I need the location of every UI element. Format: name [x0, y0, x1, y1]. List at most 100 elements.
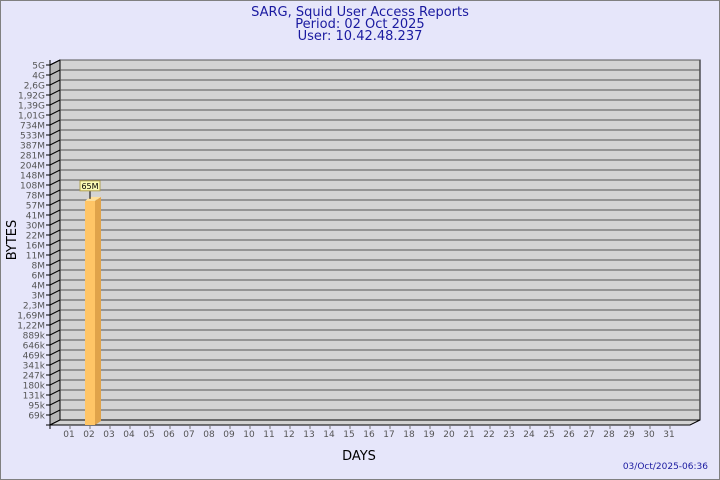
y-tick-diagonal	[49, 349, 61, 356]
x-axis-label: DAYS	[342, 449, 376, 464]
x-tick-label: 15	[343, 430, 354, 440]
y-tick-diagonal	[49, 229, 61, 236]
y-tick-label: 4G	[32, 72, 45, 82]
y-tick-diagonal	[49, 79, 61, 86]
y-tick-diagonal	[49, 369, 61, 376]
y-tick-label: 180k	[23, 382, 46, 392]
y-tick-label: 95k	[28, 402, 45, 412]
y-tick-diagonal	[49, 259, 61, 266]
y-tick-diagonal	[49, 249, 61, 256]
x-tick-label: 27	[583, 430, 594, 440]
bar-front	[85, 200, 95, 425]
y-tick-diagonal	[49, 289, 61, 296]
x-tick-label: 31	[663, 430, 674, 440]
y-tick-diagonal	[49, 119, 61, 126]
x-tick-label: 28	[603, 430, 615, 440]
y-tick-label: 204M	[20, 162, 45, 172]
y-tick-label: 108M	[20, 182, 45, 192]
y-tick-diagonal	[49, 99, 61, 106]
y-tick-label: 30M	[26, 222, 45, 232]
y-tick-label: 3M	[32, 292, 46, 302]
x-tick-label: 22	[483, 430, 494, 440]
x-tick-label: 30	[643, 430, 655, 440]
x-tick-label: 03	[103, 430, 114, 440]
y-tick-diagonal	[49, 199, 61, 206]
y-tick-diagonal	[49, 239, 61, 246]
y-tick-label: 6M	[32, 272, 46, 282]
y-tick-diagonal	[49, 379, 61, 386]
y-tick-label: 1,69M	[17, 312, 45, 322]
x-tick-label: 12	[283, 430, 294, 440]
y-tick-diagonal	[49, 189, 61, 196]
x-tick-label: 09	[223, 430, 235, 440]
y-tick-label: 78M	[26, 192, 45, 202]
y-tick-diagonal	[49, 409, 61, 416]
y-tick-diagonal	[49, 359, 61, 366]
x-tick-label: 21	[463, 430, 474, 440]
y-tick-label: 131k	[23, 392, 46, 402]
y-tick-diagonal	[49, 109, 61, 116]
y-tick-diagonal	[49, 309, 61, 316]
y-tick-label: 1,22M	[17, 322, 45, 332]
x-tick-label: 10	[243, 430, 255, 440]
y-tick-diagonal	[49, 89, 61, 96]
bar-side	[95, 196, 101, 425]
x-tick-label: 23	[503, 430, 514, 440]
y-tick-label: 8M	[32, 262, 46, 272]
y-tick-label: 69k	[28, 412, 45, 422]
x-tick-label: 07	[183, 430, 194, 440]
y-tick-label: 41M	[26, 212, 45, 222]
x-tick-label: 13	[303, 430, 314, 440]
y-tick-diagonal	[49, 139, 61, 146]
x-tick-label: 02	[83, 430, 94, 440]
y-tick-label: 1,01G	[18, 112, 45, 122]
y-tick-label: 57M	[26, 202, 45, 212]
y-tick-label: 469k	[23, 352, 46, 362]
y-tick-diagonal	[49, 179, 61, 186]
data-label-box	[79, 180, 101, 192]
y-tick-diagonal	[49, 319, 61, 326]
x-tick-label: 06	[163, 430, 175, 440]
plot-floor	[49, 419, 701, 426]
y-tick-diagonal	[49, 169, 61, 176]
y-tick-label: 2,6G	[24, 82, 45, 92]
y-tick-label: 11M	[26, 252, 45, 262]
y-tick-diagonal	[49, 389, 61, 396]
y-tick-label: 1,92G	[18, 92, 45, 102]
y-tick-diagonal	[49, 69, 61, 76]
y-tick-label: 646k	[23, 342, 46, 352]
x-tick-label: 04	[123, 430, 135, 440]
chart-user: User: 10.42.48.237	[298, 29, 423, 44]
x-tick-label: 01	[63, 430, 74, 440]
chart-period: Period: 02 Oct 2025	[295, 17, 424, 32]
y-tick-label: 16M	[26, 242, 45, 252]
y-tick-label: 22M	[26, 232, 45, 242]
x-tick-label: 18	[403, 430, 415, 440]
x-tick-label: 20	[443, 430, 455, 440]
x-tick-label: 29	[623, 430, 635, 440]
y-tick-label: 4M	[32, 282, 46, 292]
y-tick-diagonal	[49, 279, 61, 286]
x-tick-label: 25	[543, 430, 554, 440]
y-tick-label: 5G	[32, 62, 45, 72]
x-tick-label: 14	[323, 430, 335, 440]
y-tick-diagonal	[49, 399, 61, 406]
y-tick-label: 1,39G	[18, 102, 45, 112]
y-tick-diagonal	[49, 339, 61, 346]
y-tick-diagonal	[49, 219, 61, 226]
chart-title: SARG, Squid User Access Reports	[251, 5, 469, 20]
data-label: 65M	[81, 182, 98, 191]
y-tick-diagonal	[49, 59, 61, 66]
y-tick-diagonal	[49, 209, 61, 216]
x-tick-label: 05	[143, 430, 154, 440]
x-tick-label: 19	[423, 430, 435, 440]
x-tick-label: 17	[383, 430, 394, 440]
y-tick-label: 2,3M	[23, 302, 45, 312]
x-tick-label: 08	[203, 430, 215, 440]
y-tick-diagonal	[49, 149, 61, 156]
x-tick-label: 16	[363, 430, 375, 440]
y-tick-label: 148M	[20, 172, 45, 182]
y-tick-label: 247k	[23, 372, 46, 382]
y-tick-label: 734M	[20, 122, 45, 132]
